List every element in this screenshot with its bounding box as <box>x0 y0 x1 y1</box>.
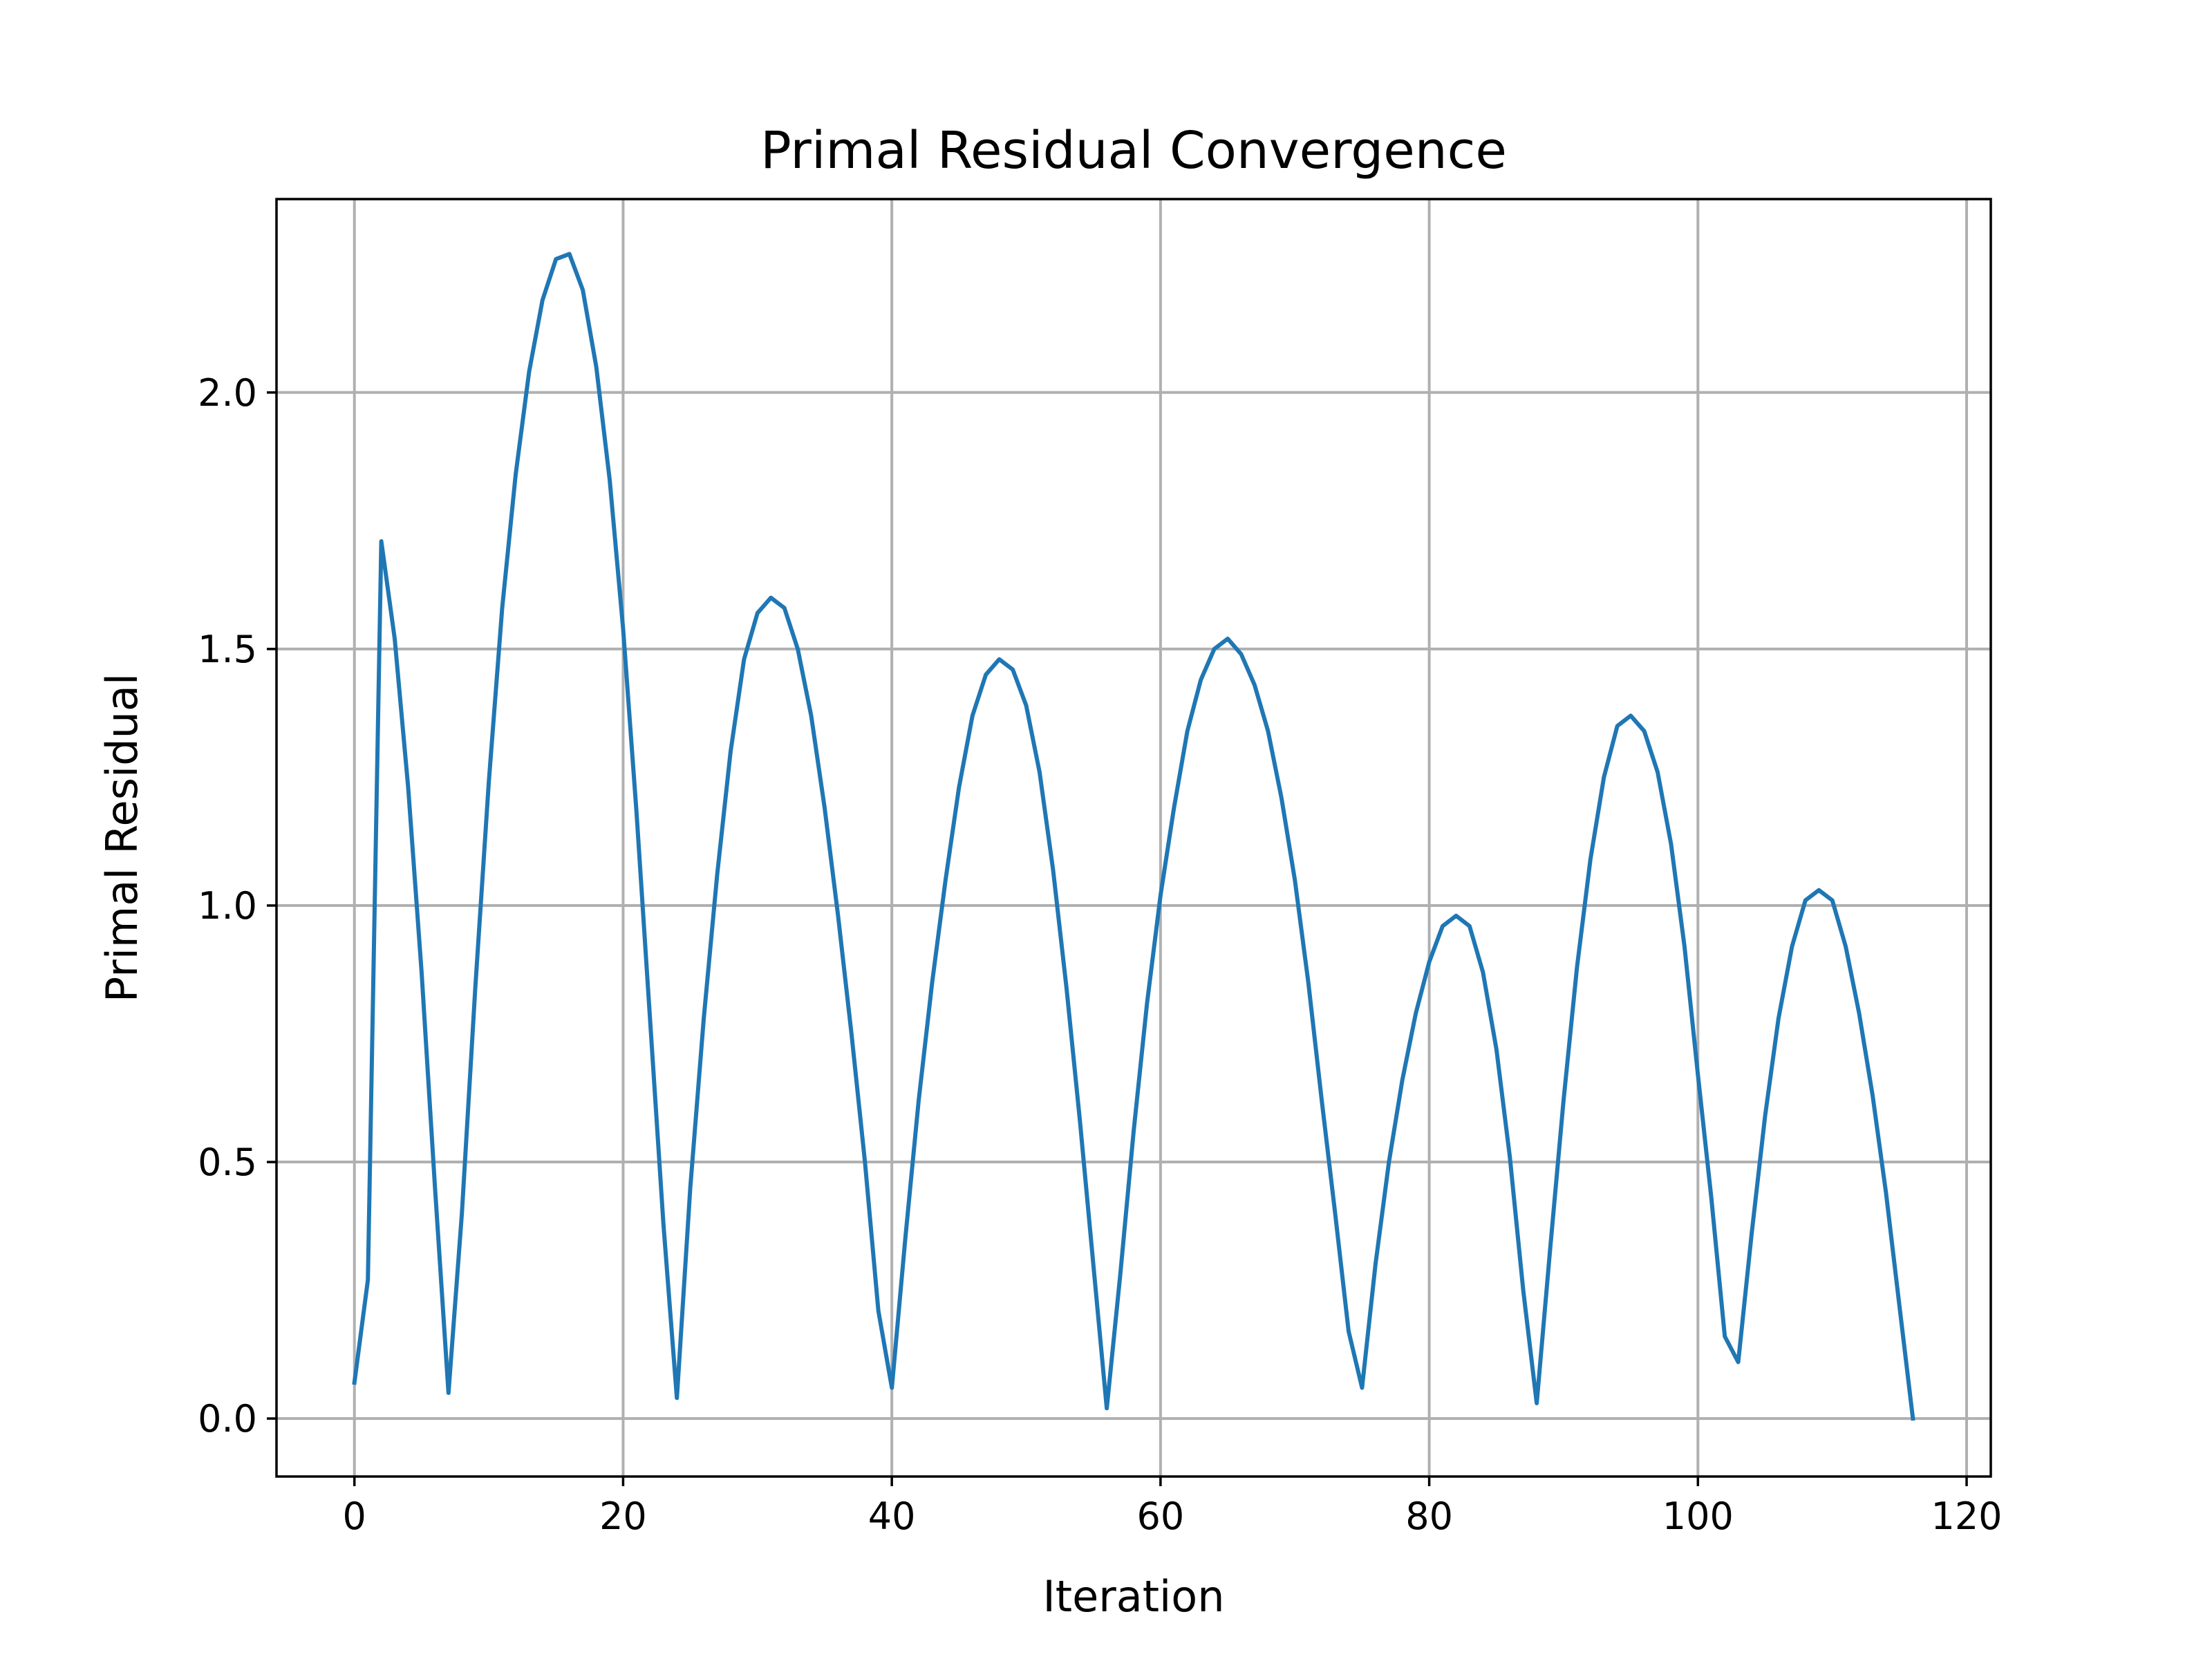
y-tick-label: 1.0 <box>198 884 257 928</box>
y-tick-label: 2.0 <box>198 371 257 415</box>
plot-area <box>352 252 1915 1421</box>
axes-frame <box>275 198 1992 1478</box>
x-tick-label: 120 <box>1931 1494 2002 1538</box>
x-tick-label: 100 <box>1662 1494 1734 1538</box>
y-tick-label: 0.5 <box>198 1141 257 1184</box>
chart-title: Primal Residual Convergence <box>760 121 1507 180</box>
series-line <box>352 252 1915 1421</box>
x-tick-label: 80 <box>1405 1494 1453 1538</box>
x-tick-label: 20 <box>599 1494 647 1538</box>
axis-ticks: 0 20 40 60 80 100 120 0.0 0.5 1.0 1.5 2.0 <box>198 371 2002 1538</box>
y-tick-label: 0.0 <box>198 1397 257 1441</box>
x-axis-label: Iteration <box>1043 1571 1225 1622</box>
y-tick-label: 1.5 <box>198 628 257 671</box>
grid <box>276 199 1991 1477</box>
x-tick-label: 40 <box>868 1494 916 1538</box>
x-tick-label: 0 <box>343 1494 366 1538</box>
x-tick-label: 60 <box>1137 1494 1185 1538</box>
y-axis-label: Primal Residual <box>97 673 147 1002</box>
